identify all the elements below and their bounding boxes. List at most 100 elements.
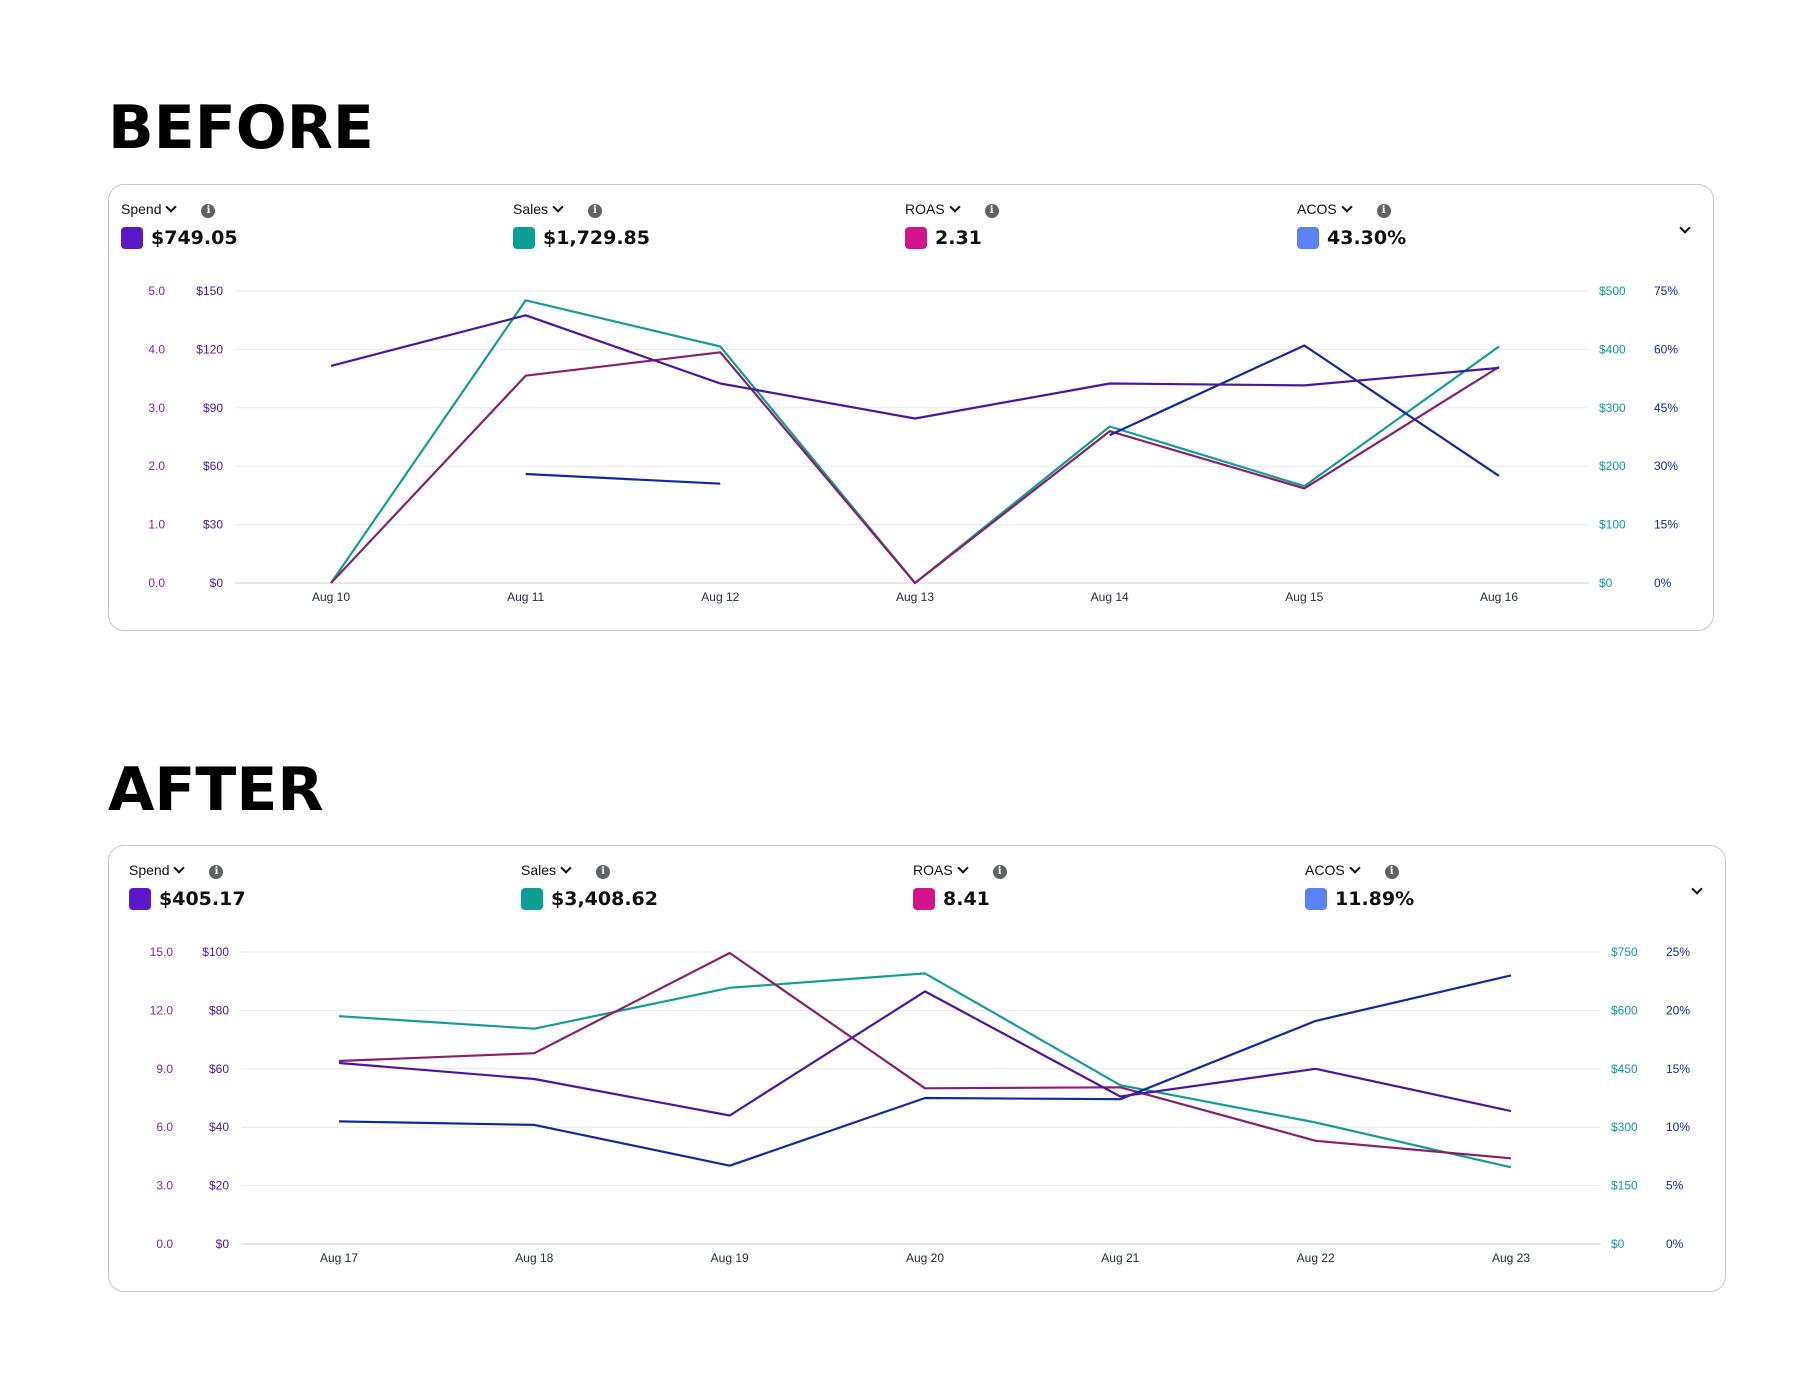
metric-acos-value: 11.89% bbox=[1335, 888, 1415, 910]
roas-series-line bbox=[330, 351, 1500, 585]
metric-sales-value: $3,408.62 bbox=[551, 888, 658, 910]
acos-axis-tick: 60% bbox=[1654, 342, 1678, 356]
metric-spend-dropdown[interactable]: Spend bbox=[129, 862, 186, 878]
metric-acos-label: ACOS bbox=[1305, 862, 1345, 878]
info-icon[interactable]: i bbox=[1384, 865, 1399, 879]
acos-axis-tick: 75% bbox=[1654, 284, 1678, 298]
metric-sales-dropdown[interactable]: Sales bbox=[521, 862, 572, 878]
metric-roas: ROAS i 2.31 bbox=[905, 199, 1285, 249]
acos-axis-tick: 0% bbox=[1654, 576, 1672, 590]
acos-series-line bbox=[338, 974, 1512, 1167]
metric-spend-label: Spend bbox=[129, 862, 170, 878]
info-icon[interactable]: i bbox=[992, 865, 1007, 879]
roas-axis-tick: 3.0 bbox=[156, 1179, 173, 1193]
spend-axis-tick: $40 bbox=[209, 1120, 229, 1134]
acos-axis-tick: 30% bbox=[1654, 459, 1678, 473]
metric-sales-label: Sales bbox=[521, 862, 557, 878]
metric-sales-swatch[interactable] bbox=[521, 888, 543, 910]
before-chart-card: Spend i $749.05 Sales i $1,729.85 bbox=[108, 184, 1714, 631]
before-metrics: Spend i $749.05 Sales i $1,729.85 bbox=[121, 199, 1713, 269]
spend-series-line bbox=[338, 990, 1512, 1117]
roas-series-line bbox=[338, 951, 1512, 1160]
spend-axis-tick: $150 bbox=[196, 284, 223, 298]
spend-axis-tick: $60 bbox=[209, 1062, 229, 1076]
metric-roas: ROAS i 8.41 bbox=[913, 860, 1293, 910]
metric-sales: Sales i $1,729.85 bbox=[513, 199, 893, 249]
sales-axis-tick: $0 bbox=[1599, 576, 1613, 590]
acos-axis-tick: 25% bbox=[1666, 945, 1690, 959]
roas-axis-tick: 2.0 bbox=[148, 459, 165, 473]
spend-axis-tick: $0 bbox=[210, 576, 224, 590]
acos-series-line bbox=[1109, 344, 1500, 477]
spend-axis-tick: $60 bbox=[203, 459, 223, 473]
metric-acos-swatch[interactable] bbox=[1305, 888, 1327, 910]
acos-axis-tick: 0% bbox=[1666, 1237, 1684, 1251]
info-icon[interactable]: i bbox=[588, 204, 603, 218]
metric-roas-dropdown[interactable]: ROAS bbox=[905, 201, 961, 217]
after-heading: AFTER bbox=[108, 755, 324, 825]
info-icon[interactable]: i bbox=[1376, 204, 1391, 218]
x-axis-tick: Aug 20 bbox=[906, 1251, 944, 1265]
metric-sales-swatch[interactable] bbox=[513, 227, 535, 249]
metric-sales-label: Sales bbox=[513, 201, 549, 217]
before-heading: BEFORE bbox=[108, 93, 374, 163]
x-axis-tick: Aug 19 bbox=[711, 1251, 749, 1265]
x-axis-tick: Aug 17 bbox=[320, 1251, 358, 1265]
roas-axis-tick: 6.0 bbox=[156, 1120, 173, 1134]
spend-axis-tick: $120 bbox=[196, 342, 223, 356]
metric-spend-value: $749.05 bbox=[151, 227, 238, 249]
metric-sales-value: $1,729.85 bbox=[543, 227, 650, 249]
sales-axis-tick: $450 bbox=[1611, 1062, 1638, 1076]
spend-axis-tick: $0 bbox=[216, 1237, 230, 1251]
x-axis-tick: Aug 11 bbox=[507, 590, 544, 604]
acos-axis-tick: 45% bbox=[1654, 401, 1678, 415]
acos-axis-tick: 20% bbox=[1666, 1003, 1690, 1017]
metric-sales-dropdown[interactable]: Sales bbox=[513, 201, 564, 217]
acos-axis-tick: 15% bbox=[1654, 518, 1678, 532]
metric-acos-value: 43.30% bbox=[1327, 227, 1407, 249]
x-axis-tick: Aug 16 bbox=[1480, 590, 1518, 604]
spend-axis-tick: $90 bbox=[203, 401, 223, 415]
metric-roas-dropdown[interactable]: ROAS bbox=[913, 862, 969, 878]
sales-series-line bbox=[330, 299, 1500, 585]
metric-acos-dropdown[interactable]: ACOS bbox=[1297, 201, 1353, 217]
x-axis-tick: Aug 18 bbox=[515, 1251, 553, 1265]
before-line-chart: 0.0 1.0 2.0 3.0 4.0 5.0 $0 $30 $60 $90 $120 $150 $0 $… bbox=[148, 284, 1678, 604]
after-chart-card: Spend i $405.17 Sales i $3,408.62 bbox=[108, 845, 1726, 1292]
sales-axis-tick: $400 bbox=[1599, 342, 1626, 356]
metric-spend-value: $405.17 bbox=[159, 888, 246, 910]
acos-axis-tick: 15% bbox=[1666, 1062, 1690, 1076]
metric-acos-dropdown[interactable]: ACOS bbox=[1305, 862, 1361, 878]
sales-axis-tick: $750 bbox=[1611, 945, 1638, 959]
sales-axis-tick: $300 bbox=[1599, 401, 1626, 415]
info-icon[interactable]: i bbox=[209, 865, 224, 879]
info-icon[interactable]: i bbox=[984, 204, 999, 218]
x-axis-tick: Aug 10 bbox=[312, 590, 350, 604]
x-axis-tick: Aug 13 bbox=[896, 590, 934, 604]
metric-roas-value: 2.31 bbox=[935, 227, 982, 249]
metric-roas-swatch[interactable] bbox=[905, 227, 927, 249]
spend-axis-tick: $30 bbox=[203, 518, 223, 532]
metric-spend-swatch[interactable] bbox=[129, 888, 151, 910]
x-axis-tick: Aug 23 bbox=[1492, 1251, 1530, 1265]
metric-spend: Spend i $405.17 bbox=[129, 860, 509, 910]
metric-acos-swatch[interactable] bbox=[1297, 227, 1319, 249]
spend-axis-tick: $80 bbox=[209, 1003, 229, 1017]
info-icon[interactable]: i bbox=[201, 204, 216, 218]
after-line-chart: 0.0 3.0 6.0 9.0 12.0 15.0 $0 $20 $40 $60 $80 $100 $0… bbox=[150, 945, 1691, 1265]
sales-axis-tick: $300 bbox=[1611, 1120, 1638, 1134]
metric-spend-swatch[interactable] bbox=[121, 227, 143, 249]
info-icon[interactable]: i bbox=[596, 865, 611, 879]
metric-spend-dropdown[interactable]: Spend bbox=[121, 201, 178, 217]
metric-sales: Sales i $3,408.62 bbox=[521, 860, 901, 910]
roas-axis-tick: 9.0 bbox=[156, 1062, 173, 1076]
metric-roas-swatch[interactable] bbox=[913, 888, 935, 910]
sales-axis-tick: $600 bbox=[1611, 1003, 1638, 1017]
metric-acos: ACOS i 43.30% bbox=[1297, 199, 1677, 249]
acos-axis-tick: 5% bbox=[1666, 1179, 1684, 1193]
metric-roas-value: 8.41 bbox=[943, 888, 990, 910]
metric-acos-label: ACOS bbox=[1297, 201, 1337, 217]
sales-axis-tick: $200 bbox=[1599, 459, 1626, 473]
sales-axis-tick: $0 bbox=[1611, 1237, 1625, 1251]
sales-axis-tick: $150 bbox=[1611, 1179, 1638, 1193]
